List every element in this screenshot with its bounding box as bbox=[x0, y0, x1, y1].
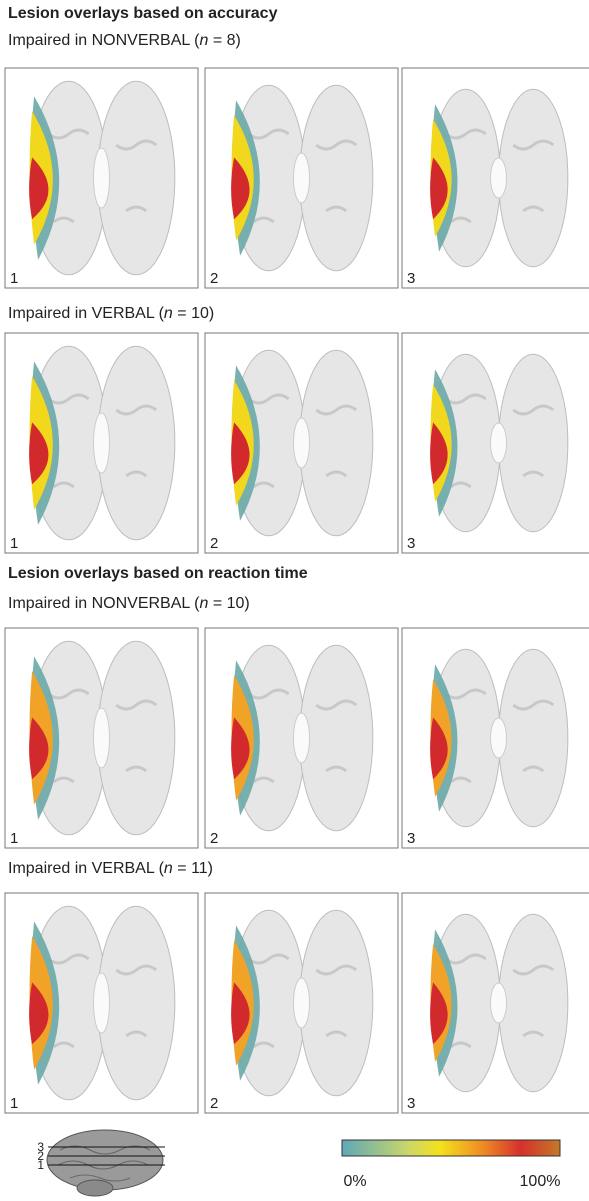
lesion-high bbox=[430, 982, 448, 1045]
ventricle bbox=[293, 712, 310, 764]
hemisphere bbox=[299, 349, 374, 537]
brain-panel: 3 bbox=[401, 67, 589, 289]
slice-number: 3 bbox=[407, 270, 415, 287]
brain-panel: 2 bbox=[204, 67, 399, 289]
brain-panel: 1 bbox=[4, 332, 199, 554]
ventricle bbox=[293, 152, 310, 204]
lesion-high bbox=[29, 422, 49, 485]
ventricle bbox=[490, 717, 507, 759]
slice-label: 3 bbox=[37, 1140, 44, 1154]
subtitle-part: n bbox=[199, 32, 208, 49]
gyri bbox=[247, 128, 358, 224]
lesion-high bbox=[430, 717, 448, 780]
ventricle bbox=[293, 977, 310, 1029]
colorbar-label: 100% bbox=[520, 1173, 561, 1190]
gyri bbox=[444, 128, 555, 224]
subtitle-part: = 10) bbox=[208, 595, 249, 612]
slice-number: 1 bbox=[10, 270, 18, 287]
gyri bbox=[444, 393, 555, 489]
subtitle-part: = 11) bbox=[173, 860, 213, 877]
ventricle bbox=[490, 422, 507, 464]
brain-panel: 2 bbox=[204, 627, 399, 849]
hemisphere bbox=[299, 84, 374, 272]
ventricle bbox=[93, 412, 110, 474]
slice-number: 1 bbox=[10, 1095, 18, 1112]
slice-number: 3 bbox=[407, 1095, 415, 1112]
gyri bbox=[47, 688, 158, 784]
slice-label: 2 bbox=[37, 1149, 44, 1163]
panel-subtitle: Impaired in VERBAL (n = 11) bbox=[8, 860, 213, 877]
gyri bbox=[247, 953, 358, 1049]
subtitle-part: n bbox=[199, 595, 208, 612]
hemisphere bbox=[498, 913, 569, 1093]
lesion-high bbox=[430, 422, 448, 485]
hemisphere bbox=[299, 644, 374, 832]
lesion-high bbox=[231, 422, 250, 485]
ventricle bbox=[93, 147, 110, 209]
slice-number: 2 bbox=[210, 1095, 218, 1112]
ventricle bbox=[293, 417, 310, 469]
hemisphere bbox=[498, 353, 569, 533]
slice-number: 2 bbox=[210, 830, 218, 847]
brain-panel: 1 bbox=[4, 67, 199, 289]
panel-subtitle: Impaired in NONVERBAL (n = 10) bbox=[8, 595, 250, 612]
colorbar-label: 0% bbox=[343, 1173, 366, 1190]
slice-number: 1 bbox=[10, 535, 18, 552]
lesion-high bbox=[29, 157, 49, 220]
colorbar bbox=[341, 1139, 561, 1157]
subtitle-part: Impaired in VERBAL ( bbox=[8, 860, 165, 877]
hemisphere bbox=[498, 648, 569, 828]
lesion-high bbox=[430, 157, 448, 220]
ventricle bbox=[93, 707, 110, 769]
subtitle-part: Impaired in VERBAL ( bbox=[8, 305, 165, 322]
brain-icon: 3 2 1 bbox=[37, 1129, 165, 1197]
ventricle bbox=[490, 982, 507, 1024]
gyri bbox=[47, 128, 158, 224]
brain-panel: 3 bbox=[401, 332, 589, 554]
slice-number: 3 bbox=[407, 535, 415, 552]
lesion-high bbox=[29, 982, 49, 1045]
slice-number: 3 bbox=[407, 830, 415, 847]
gyri bbox=[247, 688, 358, 784]
lesion-high bbox=[231, 982, 250, 1045]
lesion-high bbox=[231, 717, 250, 780]
hemisphere bbox=[498, 88, 569, 268]
slice-number: 2 bbox=[210, 270, 218, 287]
hemisphere bbox=[299, 909, 374, 1097]
panel-subtitle: Impaired in NONVERBAL (n = 8) bbox=[8, 32, 241, 49]
ventricle bbox=[93, 972, 110, 1034]
lesion-high bbox=[29, 717, 49, 780]
slice-number: 2 bbox=[210, 535, 218, 552]
lesion-high bbox=[231, 157, 250, 220]
section-title: Lesion overlays based on reaction time bbox=[8, 565, 308, 582]
brain-panel: 3 bbox=[401, 892, 589, 1114]
subtitle-part: n bbox=[164, 305, 173, 322]
subtitle-part: Impaired in NONVERBAL ( bbox=[8, 595, 200, 612]
section-title: Lesion overlays based on accuracy bbox=[8, 5, 278, 22]
subtitle-part: n bbox=[164, 860, 173, 877]
subtitle-part: = 10) bbox=[173, 305, 214, 322]
brain-panel: 1 bbox=[4, 892, 199, 1114]
gyri bbox=[47, 393, 158, 489]
subtitle-part: Impaired in NONVERBAL ( bbox=[8, 32, 200, 49]
brain-panel: 1 bbox=[4, 627, 199, 849]
gyri bbox=[444, 688, 555, 784]
gyri bbox=[247, 393, 358, 489]
ventricle bbox=[490, 157, 507, 199]
brain-panel: 2 bbox=[204, 332, 399, 554]
panel-subtitle: Impaired in VERBAL (n = 10) bbox=[8, 305, 214, 322]
slice-number: 1 bbox=[10, 830, 18, 847]
subtitle-part: = 8) bbox=[208, 32, 240, 49]
slice-label: 1 bbox=[37, 1158, 44, 1172]
brain-panel: 2 bbox=[204, 892, 399, 1114]
gyri bbox=[47, 953, 158, 1049]
gyri bbox=[444, 953, 555, 1049]
brain-panel: 3 bbox=[401, 627, 589, 849]
